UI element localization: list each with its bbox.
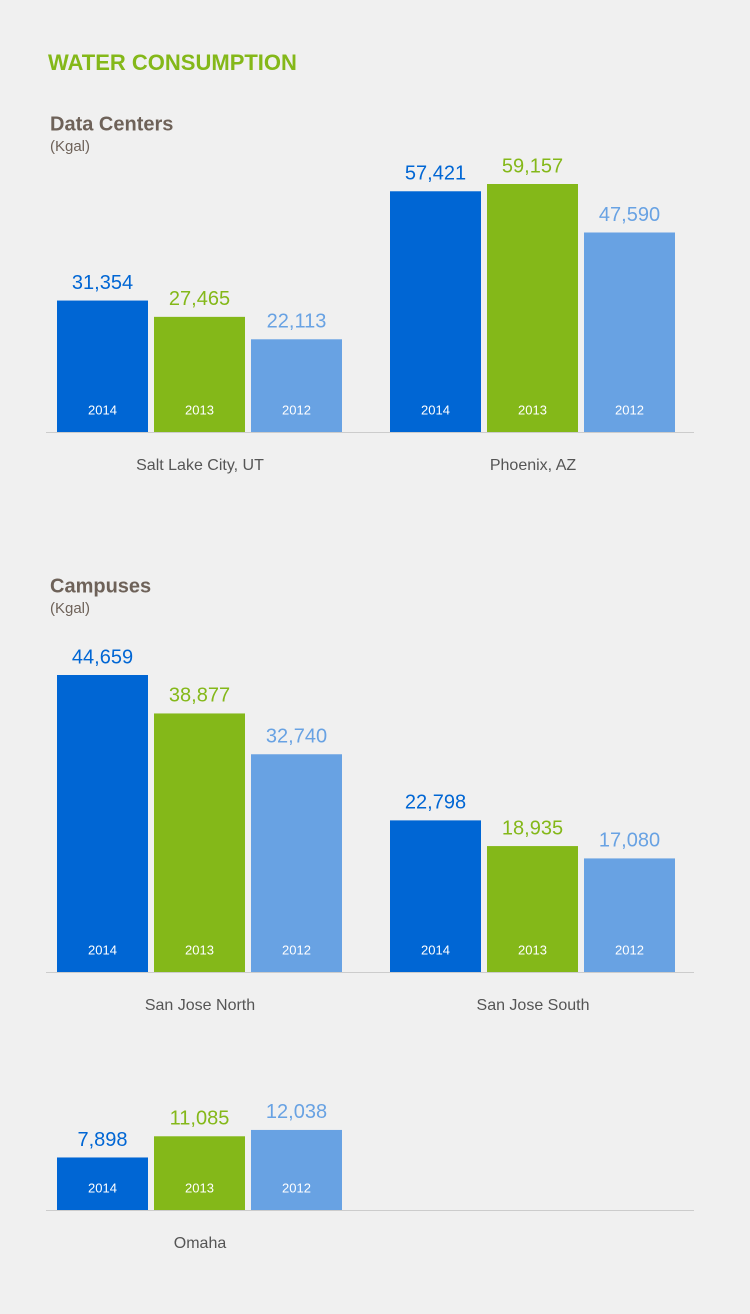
year-label: 2014 xyxy=(88,402,117,417)
bar xyxy=(57,300,148,432)
value-label: 7,898 xyxy=(77,1129,127,1151)
value-label: 44,659 xyxy=(72,646,133,668)
value-label: 22,113 xyxy=(267,311,327,333)
bar xyxy=(487,184,578,432)
bar xyxy=(154,316,245,432)
category-label: Omaha xyxy=(174,1235,227,1252)
bar xyxy=(57,1157,148,1210)
year-label: 2013 xyxy=(185,1180,214,1195)
value-label: 17,080 xyxy=(599,830,660,852)
year-label: 2013 xyxy=(518,942,547,957)
bar xyxy=(487,846,578,972)
category-label: Phoenix, AZ xyxy=(490,457,577,474)
year-label: 2012 xyxy=(282,942,311,957)
year-label: 2013 xyxy=(518,402,547,417)
bar xyxy=(57,675,148,972)
year-label: 2014 xyxy=(421,942,450,957)
year-label: 2013 xyxy=(185,402,214,417)
chart-subtitle: (Kgal) xyxy=(50,600,90,617)
bar xyxy=(584,858,675,972)
bar xyxy=(251,339,342,432)
value-label: 11,085 xyxy=(170,1108,230,1130)
bar xyxy=(154,1136,245,1210)
value-label: 32,740 xyxy=(266,726,327,748)
year-label: 2013 xyxy=(185,942,214,957)
year-label: 2012 xyxy=(282,402,311,417)
value-label: 38,877 xyxy=(169,685,230,707)
chart-title: Data Centers xyxy=(50,113,173,135)
category-label: San Jose North xyxy=(145,997,255,1014)
bar xyxy=(390,820,481,972)
bar xyxy=(251,754,342,972)
chart-subtitle: (Kgal) xyxy=(50,138,90,155)
bar xyxy=(390,191,481,432)
value-label: 59,157 xyxy=(502,155,563,177)
value-label: 12,038 xyxy=(266,1101,327,1123)
year-label: 2014 xyxy=(421,402,450,417)
value-label: 27,465 xyxy=(169,288,230,310)
value-label: 57,421 xyxy=(405,163,466,185)
value-label: 18,935 xyxy=(502,817,563,839)
category-label: Salt Lake City, UT xyxy=(136,457,264,474)
year-label: 2012 xyxy=(615,942,644,957)
category-label: San Jose South xyxy=(477,997,590,1014)
year-label: 2014 xyxy=(88,1180,117,1195)
year-label: 2014 xyxy=(88,942,117,957)
year-label: 2012 xyxy=(615,402,644,417)
year-label: 2012 xyxy=(282,1180,311,1195)
bar xyxy=(584,232,675,432)
value-label: 31,354 xyxy=(72,272,133,294)
value-label: 22,798 xyxy=(405,792,466,814)
page-title: WATER CONSUMPTION xyxy=(48,50,297,75)
bar xyxy=(154,713,245,972)
value-label: 47,590 xyxy=(599,204,660,226)
bar xyxy=(251,1129,342,1210)
chart-title: Campuses xyxy=(50,575,151,597)
